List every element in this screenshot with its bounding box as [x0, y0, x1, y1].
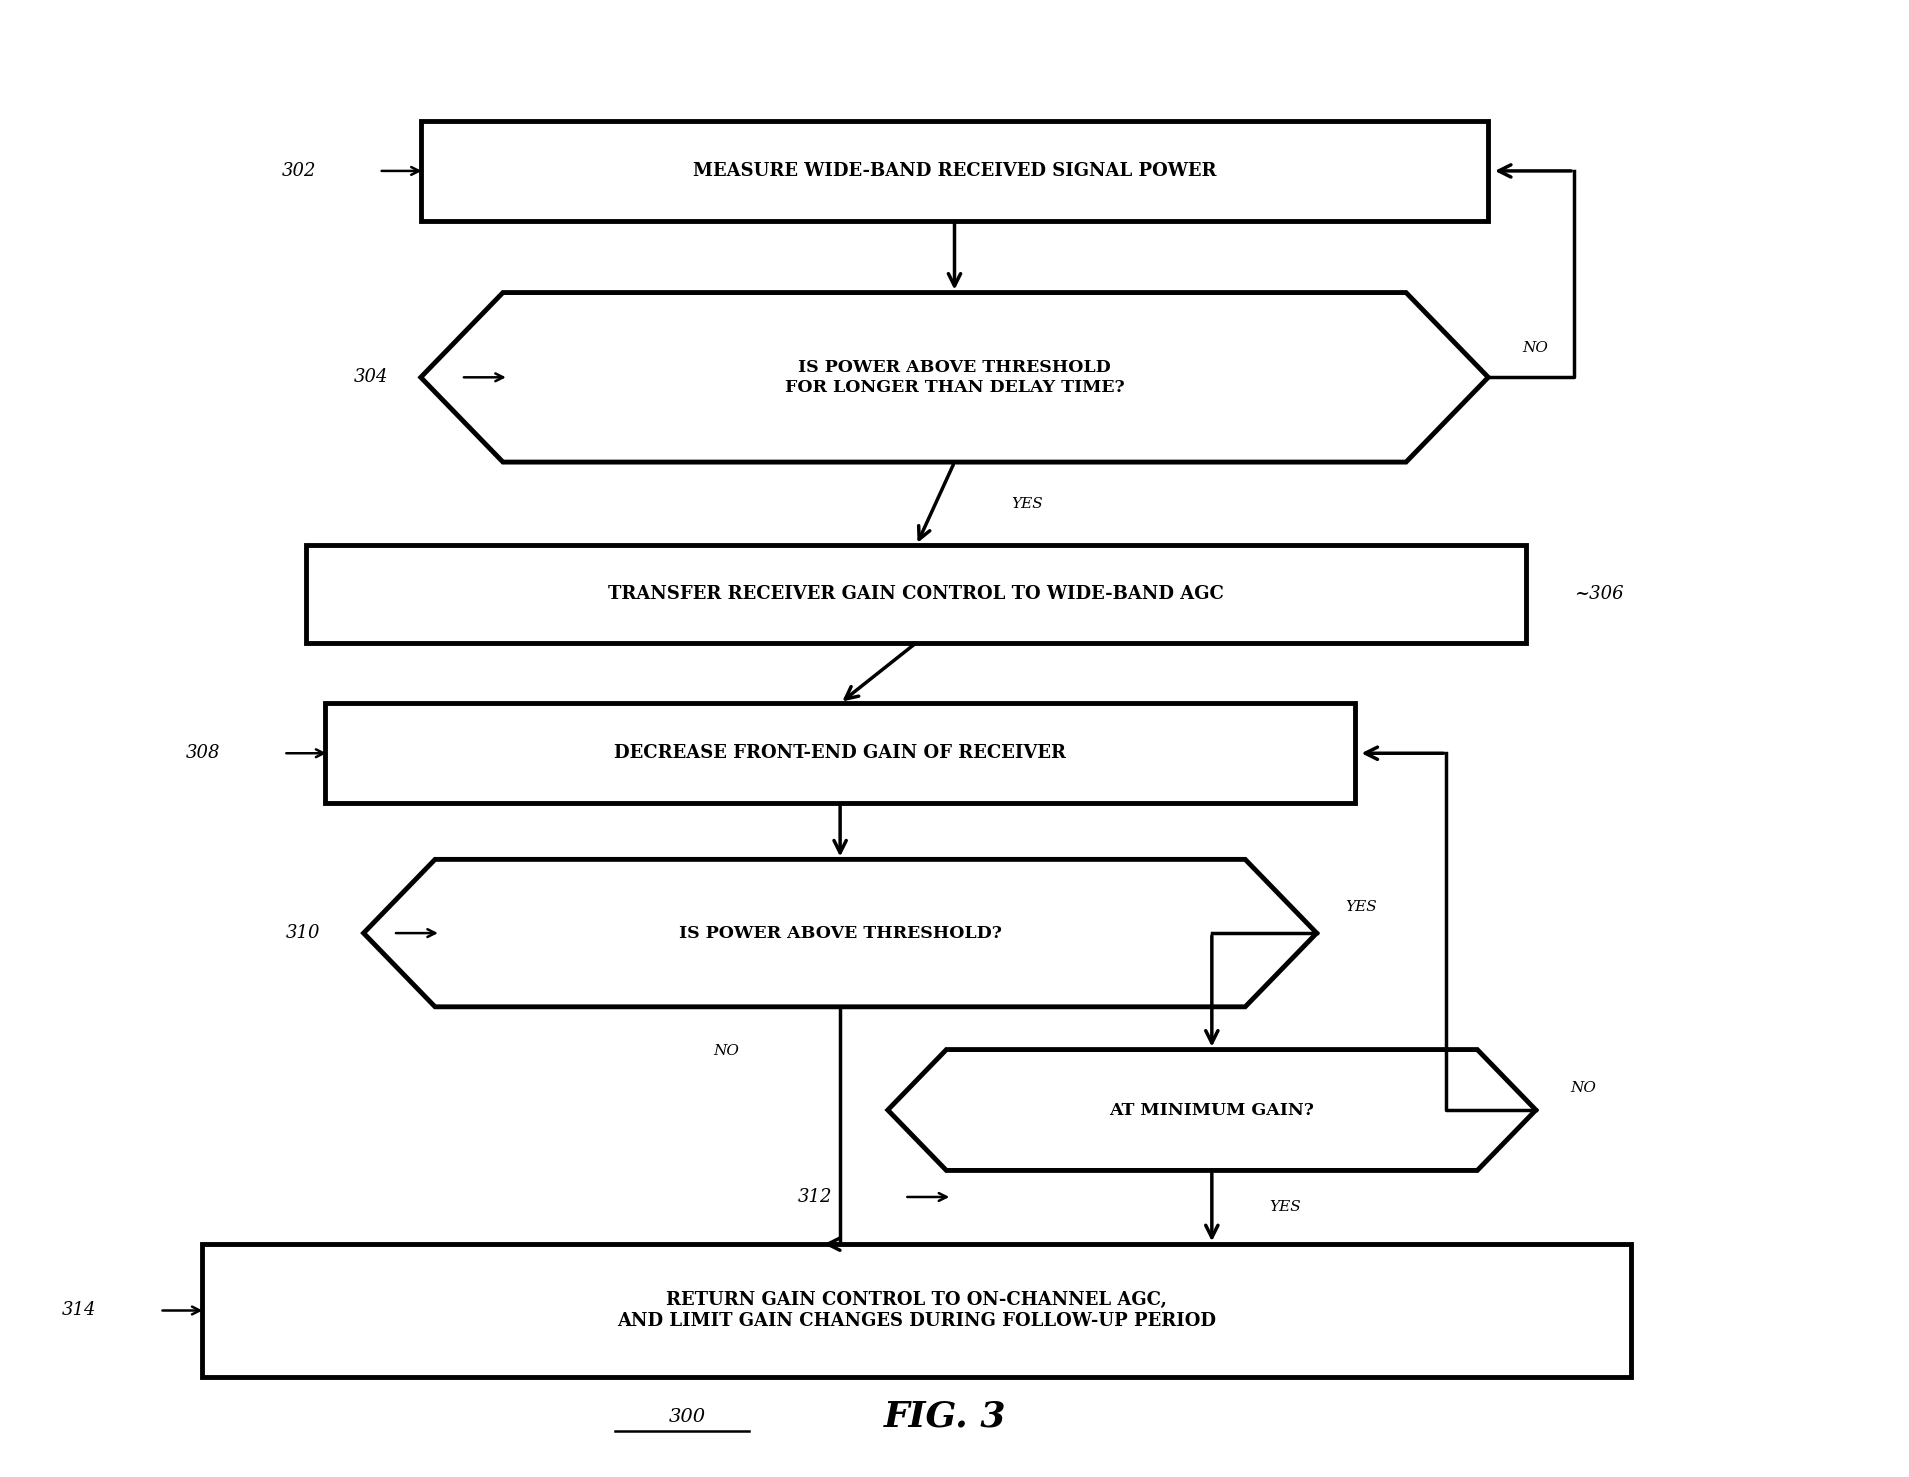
- Polygon shape: [363, 860, 1317, 1007]
- Text: NO: NO: [1571, 1081, 1596, 1094]
- Polygon shape: [888, 1050, 1537, 1170]
- Text: FIG. 3: FIG. 3: [884, 1400, 1006, 1434]
- FancyBboxPatch shape: [305, 545, 1527, 642]
- Text: IS POWER ABOVE THRESHOLD?: IS POWER ABOVE THRESHOLD?: [680, 925, 1002, 942]
- Polygon shape: [420, 292, 1489, 462]
- Text: TRANSFER RECEIVER GAIN CONTROL TO WIDE-BAND AGC: TRANSFER RECEIVER GAIN CONTROL TO WIDE-B…: [609, 585, 1224, 603]
- Text: YES: YES: [1012, 496, 1044, 511]
- Text: 312: 312: [798, 1188, 832, 1207]
- Text: 314: 314: [63, 1301, 97, 1319]
- Text: 302: 302: [281, 162, 315, 180]
- Text: DECREASE FRONT-END GAIN OF RECEIVER: DECREASE FRONT-END GAIN OF RECEIVER: [615, 744, 1065, 762]
- Text: 304: 304: [353, 368, 389, 387]
- Text: YES: YES: [1269, 1201, 1300, 1214]
- Text: MEASURE WIDE-BAND RECEIVED SIGNAL POWER: MEASURE WIDE-BAND RECEIVED SIGNAL POWER: [693, 162, 1216, 180]
- Text: AT MINIMUM GAIN?: AT MINIMUM GAIN?: [1109, 1102, 1313, 1118]
- Text: RETURN GAIN CONTROL TO ON-CHANNEL AGC,
AND LIMIT GAIN CHANGES DURING FOLLOW-UP P: RETURN GAIN CONTROL TO ON-CHANNEL AGC, A…: [617, 1291, 1216, 1329]
- Text: ~306: ~306: [1575, 585, 1625, 603]
- Text: YES: YES: [1346, 899, 1376, 914]
- Text: 300: 300: [668, 1408, 706, 1425]
- Text: NO: NO: [1523, 341, 1548, 354]
- Text: IS POWER ABOVE THRESHOLD
FOR LONGER THAN DELAY TIME?: IS POWER ABOVE THRESHOLD FOR LONGER THAN…: [785, 359, 1124, 396]
- FancyBboxPatch shape: [202, 1244, 1630, 1377]
- Text: 310: 310: [286, 925, 321, 942]
- Text: NO: NO: [712, 1044, 739, 1058]
- Text: 308: 308: [185, 744, 221, 762]
- FancyBboxPatch shape: [325, 703, 1355, 803]
- FancyBboxPatch shape: [420, 121, 1489, 222]
